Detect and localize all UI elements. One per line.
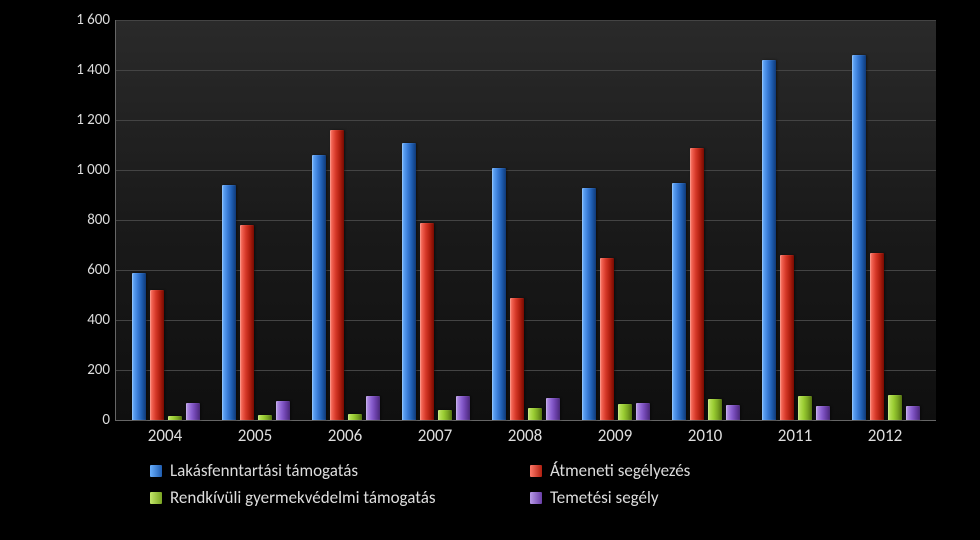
bar-group [846,20,926,420]
bar-green [798,396,812,420]
bar-red [690,148,704,421]
bar-green [348,414,362,420]
bar-group [486,20,566,420]
bar-blue [222,185,236,420]
bar-blue [312,155,326,420]
legend-item-red: Átmeneti segélyezés [530,460,690,481]
bar-red [870,253,884,421]
bar-group [306,20,386,420]
legend-item-blue: Lakásfenntartási támogatás [150,460,490,481]
x-tick-label: 2011 [755,425,835,446]
bar-purple [636,403,650,421]
legend-swatch-green [150,492,162,504]
bar-purple [816,406,830,420]
bar-green [888,395,902,420]
y-tick-label: 0 [50,411,110,429]
x-tick-label: 2009 [575,425,655,446]
legend-swatch-blue [150,465,162,477]
bar-red [780,255,794,420]
bar-green [438,410,452,420]
legend-label-purple: Temetési segély [550,487,659,508]
bar-blue [582,188,596,421]
legend-label-green: Rendkívüli gyermekvédelmi támogatás [170,487,436,508]
bar-blue [852,55,866,420]
bar-green [528,408,542,421]
bar-red [240,225,254,420]
bar-red [510,298,524,421]
x-tick-label: 2012 [845,425,925,446]
bar-green [168,416,182,420]
x-tick-label: 2008 [485,425,565,446]
plot-area [115,20,936,421]
legend-label-red: Átmeneti segélyezés [550,460,690,481]
y-tick-label: 1 600 [50,11,110,29]
bar-blue [402,143,416,421]
bar-purple [906,406,920,420]
chart-container: Lakásfenntartási támogatás Átmeneti segé… [30,10,950,530]
bar-group [126,20,206,420]
bar-group [666,20,746,420]
legend-item-purple: Temetési segély [530,487,659,508]
bar-blue [492,168,506,421]
x-tick-label: 2005 [215,425,295,446]
legend-swatch-red [530,465,542,477]
y-tick-label: 400 [50,311,110,329]
bar-blue [132,273,146,421]
bar-group [216,20,296,420]
legend-label-blue: Lakásfenntartási támogatás [170,460,358,481]
bar-group [756,20,836,420]
y-tick-label: 1 000 [50,161,110,179]
bar-red [420,223,434,421]
bar-blue [762,60,776,420]
bar-green [708,399,722,420]
bar-red [330,130,344,420]
legend-swatch-purple [530,492,542,504]
x-tick-label: 2007 [395,425,475,446]
bar-green [258,415,272,420]
y-tick-label: 1 400 [50,61,110,79]
y-tick-label: 200 [50,361,110,379]
x-tick-label: 2010 [665,425,745,446]
y-tick-label: 1 200 [50,111,110,129]
bar-purple [276,401,290,420]
bar-purple [456,396,470,420]
bar-red [150,290,164,420]
bar-purple [186,403,200,421]
legend-item-green: Rendkívüli gyermekvédelmi támogatás [150,487,490,508]
legend: Lakásfenntartási támogatás Átmeneti segé… [150,460,910,514]
legend-row-1: Lakásfenntartási támogatás Átmeneti segé… [150,460,910,481]
bar-group [576,20,656,420]
legend-row-2: Rendkívüli gyermekvédelmi támogatás Teme… [150,487,910,508]
bar-green [618,404,632,420]
bar-purple [726,405,740,420]
bar-red [600,258,614,421]
bar-purple [366,396,380,420]
bar-purple [546,398,560,421]
bar-blue [672,183,686,421]
x-tick-label: 2004 [125,425,205,446]
y-tick-label: 600 [50,261,110,279]
x-tick-label: 2006 [305,425,385,446]
y-tick-label: 800 [50,211,110,229]
bar-group [396,20,476,420]
